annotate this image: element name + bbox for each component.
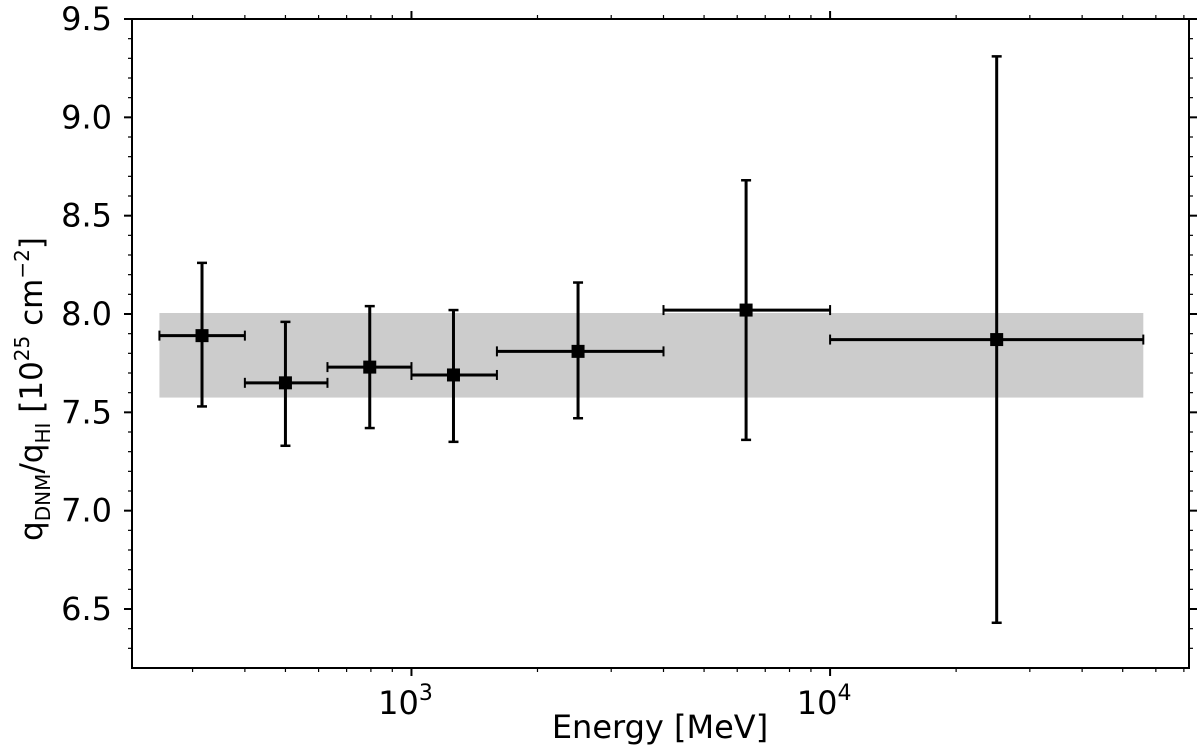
x-tick-label: 104: [797, 681, 852, 722]
y-label-sup-minus2: −2: [10, 249, 34, 278]
y-tick-label: 8.0: [61, 295, 112, 333]
y-label-unit: cm: [14, 279, 50, 336]
y-tick-label: 8.5: [61, 197, 112, 235]
x-axis-label: Energy [MeV]: [552, 708, 768, 746]
data-marker: [195, 329, 209, 343]
x-tick-label-base: 10: [797, 684, 838, 722]
data-marker: [446, 368, 460, 382]
y-axis-label: qDNM/qHI [1025 cm−2]: [10, 237, 55, 541]
data-marker: [363, 360, 377, 374]
y-tick-label: 7.5: [61, 393, 112, 431]
data-point-3: [326, 304, 413, 430]
y-label-bracket-close: ]: [14, 237, 50, 249]
y-label-sub-hi: HI: [31, 423, 55, 444]
data-marker: [990, 333, 1004, 347]
x-tick-label-base: 10: [378, 684, 419, 722]
y-label-slash: /q: [14, 444, 50, 474]
y-tick-label: 9.0: [61, 98, 112, 136]
data-point-4: [410, 308, 498, 444]
y-label-bracket: [10: [14, 361, 50, 422]
data-marker: [739, 303, 753, 317]
y-tick-label: 9.5: [61, 0, 112, 38]
plot-area-frame: [131, 18, 1190, 669]
data-points-layer: [158, 55, 1145, 625]
data-point-5: [495, 281, 665, 420]
y-label-sub-dnm: DNM: [31, 474, 55, 522]
x-tick-label: 103: [378, 681, 433, 722]
x-tick-label-exponent: 3: [419, 681, 433, 706]
data-point-7: [829, 55, 1145, 625]
data-point-6: [662, 179, 832, 442]
data-marker: [278, 376, 292, 390]
x-tick-label-exponent: 4: [837, 681, 851, 706]
data-point-1: [158, 261, 246, 408]
y-tick-label: 7.0: [61, 492, 112, 530]
data-point-2: [243, 320, 329, 448]
y-tick-label: 6.5: [61, 590, 112, 628]
data-marker: [571, 344, 585, 358]
y-label-q: q: [14, 521, 50, 541]
y-label-sup-25: 25: [10, 336, 34, 361]
